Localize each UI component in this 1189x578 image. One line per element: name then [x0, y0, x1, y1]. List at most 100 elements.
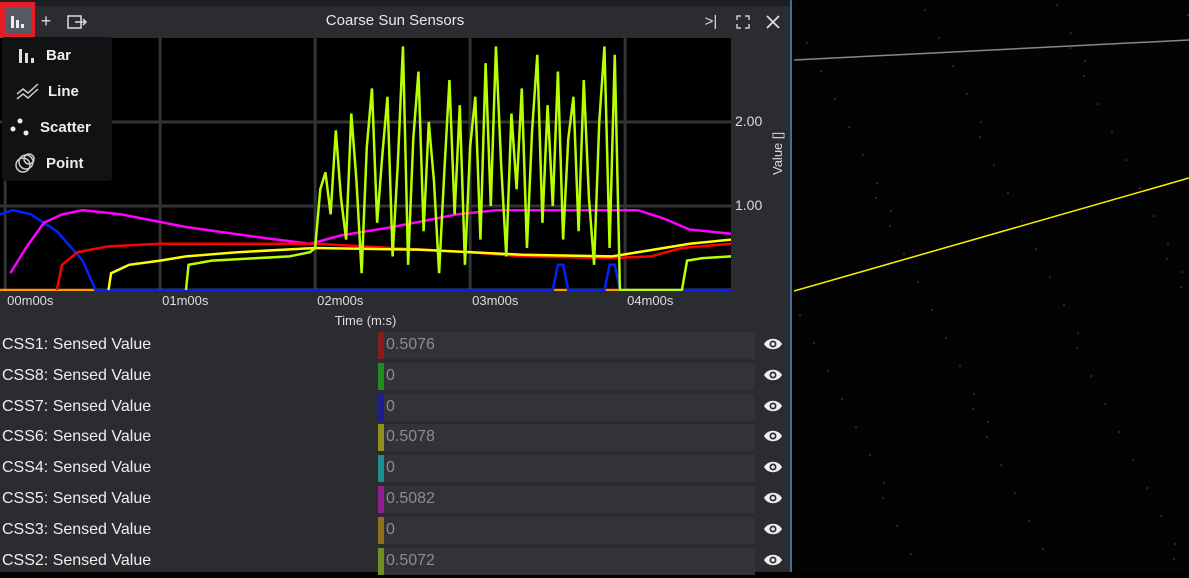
- star: [1056, 4, 1058, 6]
- star: [1181, 271, 1183, 273]
- close-button[interactable]: [762, 6, 784, 37]
- star: [806, 42, 808, 44]
- visibility-toggle[interactable]: [763, 460, 783, 479]
- eye-icon: [764, 400, 782, 411]
- series-color-swatch[interactable]: [378, 486, 384, 513]
- visibility-toggle[interactable]: [763, 337, 783, 356]
- series-label: CSS1: Sensed Value: [2, 336, 152, 353]
- star: [889, 225, 891, 227]
- 3d-viewport[interactable]: [794, 0, 1189, 572]
- star: [952, 65, 954, 67]
- eye-icon: [764, 369, 782, 381]
- star: [834, 98, 836, 100]
- fullscreen-button[interactable]: [732, 6, 754, 37]
- sun-vector-line: [794, 177, 1189, 292]
- series-value: 0: [384, 362, 755, 390]
- star: [855, 426, 857, 428]
- menu-item-label: Scatter: [40, 118, 91, 136]
- chart-type-menu: Bar Line Scatter Point: [2, 37, 112, 181]
- star: [1173, 558, 1175, 560]
- star: [959, 365, 961, 367]
- x-tick-label: 02m00s: [317, 293, 364, 308]
- visibility-toggle[interactable]: [763, 368, 783, 387]
- bar-chart-icon: [4, 8, 31, 34]
- series-value: 0.5078: [384, 424, 755, 452]
- star: [875, 197, 877, 199]
- star: [1028, 520, 1030, 522]
- series-color-swatch[interactable]: [378, 516, 384, 544]
- star: [1153, 215, 1155, 217]
- collapse-button[interactable]: >|: [700, 6, 722, 37]
- star: [1167, 243, 1169, 245]
- plus-icon: +: [40, 11, 52, 31]
- series-color-swatch[interactable]: [378, 424, 384, 452]
- series-value: 0.5082: [384, 486, 755, 513]
- plot-panel: Coarse Sun Sensors + >| Time (m:s) Value…: [0, 0, 792, 575]
- star: [1090, 375, 1092, 377]
- menu-item-line[interactable]: Line: [2, 73, 112, 109]
- star: [938, 37, 940, 39]
- x-tick-label: 03m00s: [472, 293, 519, 308]
- star: [883, 482, 885, 484]
- star: [980, 121, 982, 123]
- series-color-swatch[interactable]: [378, 393, 384, 421]
- star: [876, 182, 878, 184]
- export-icon: [67, 14, 88, 29]
- fullscreen-icon: [736, 14, 750, 29]
- star: [973, 393, 975, 395]
- series-color-swatch[interactable]: [378, 547, 384, 575]
- star: [1166, 258, 1168, 260]
- series-line-2: [9, 208, 731, 274]
- visibility-toggle[interactable]: [763, 429, 783, 448]
- star: [1146, 487, 1148, 489]
- star: [1097, 103, 1099, 105]
- star: [1077, 332, 1079, 334]
- series-color-swatch[interactable]: [378, 362, 384, 390]
- star: [966, 93, 968, 95]
- star: [1174, 543, 1176, 545]
- star: [979, 136, 981, 138]
- chart-plot-area[interactable]: [0, 38, 731, 291]
- star: [1000, 464, 1002, 466]
- menu-item-scatter[interactable]: Scatter: [2, 109, 112, 145]
- series-color-swatch[interactable]: [378, 332, 384, 359]
- chart-type-button[interactable]: [0, 2, 35, 40]
- series-value: 0.5076: [384, 332, 755, 359]
- series-color-swatch[interactable]: [378, 455, 384, 483]
- visibility-toggle[interactable]: [763, 522, 783, 541]
- star: [820, 70, 822, 72]
- series-label: CSS4: Sensed Value: [2, 459, 152, 477]
- legend-row: CSS7: Sensed Value 0: [0, 393, 790, 424]
- export-button[interactable]: [64, 6, 90, 37]
- visibility-toggle[interactable]: [763, 399, 783, 418]
- series-label: CSS7: Sensed Value: [2, 397, 152, 415]
- visibility-toggle[interactable]: [763, 553, 783, 572]
- add-button[interactable]: +: [36, 6, 56, 37]
- series-label: CSS8: Sensed Value: [2, 366, 152, 384]
- series-label: CSS3: Sensed Value: [2, 520, 152, 538]
- star: [931, 309, 933, 311]
- collapse-right-icon: >|: [704, 13, 718, 30]
- star: [1014, 492, 1016, 494]
- visibility-toggle[interactable]: [763, 491, 783, 510]
- series-label: CSS5: Sensed Value: [2, 490, 152, 507]
- star: [924, 9, 926, 11]
- orbit-line: [794, 39, 1189, 61]
- star: [986, 436, 988, 438]
- star: [813, 342, 815, 344]
- star: [1118, 431, 1120, 433]
- menu-item-label: Bar: [46, 46, 72, 64]
- legend-row: CSS1: Sensed Value 0.5076: [0, 331, 790, 362]
- star: [1070, 32, 1072, 34]
- panel-top-edge: [0, 0, 790, 6]
- y-tick-label: 1.00: [735, 197, 763, 213]
- series-value: 0: [384, 393, 755, 421]
- star: [882, 497, 884, 499]
- star: [972, 408, 974, 410]
- star: [945, 337, 947, 339]
- star: [1049, 276, 1051, 278]
- series-value: 0: [384, 455, 755, 483]
- menu-item-bar[interactable]: Bar: [2, 37, 112, 73]
- eye-icon: [764, 554, 782, 565]
- menu-item-point[interactable]: Point: [2, 145, 112, 181]
